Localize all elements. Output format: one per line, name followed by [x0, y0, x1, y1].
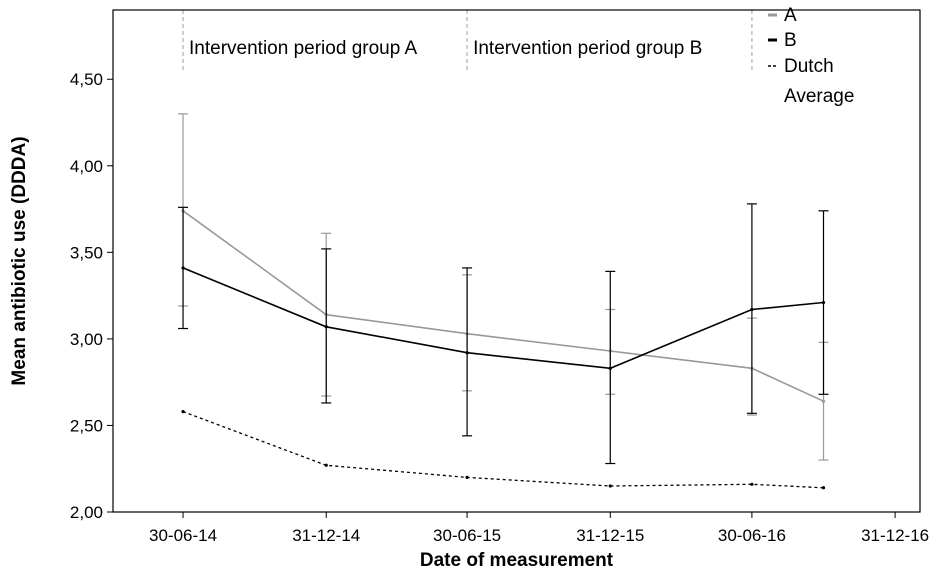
period-label: Intervention period group B: [473, 38, 702, 59]
intervention-periods: Intervention period group A Intervention …: [182, 10, 753, 72]
legend-item: B: [768, 30, 797, 51]
data-point: [608, 366, 612, 370]
data-point: [750, 307, 754, 312]
x-tick-label: 31-12-14: [292, 526, 360, 545]
y-tick-label: 3,00: [70, 330, 103, 349]
data-point: [465, 475, 469, 479]
legend-label: Dutch Average: [784, 56, 854, 107]
series-layer: [178, 113, 829, 490]
series-line: [182, 267, 824, 370]
series-line: [182, 210, 824, 402]
legend-label-line: Dutch: [784, 56, 834, 77]
legend-label: A: [784, 5, 797, 26]
y-tick-label: 2,00: [70, 503, 103, 522]
y-tick-label: 4,50: [70, 70, 103, 89]
y-axis: 2,00 2,50 3,00 3,50 4,00 4,50: [70, 70, 113, 522]
data-point: [750, 482, 754, 486]
x-tick-label: 30-06-14: [149, 526, 217, 545]
legend-item: A: [768, 5, 797, 26]
legend-label-line: A: [784, 5, 797, 26]
y-tick-label: 3,50: [70, 243, 103, 262]
data-point: [821, 399, 826, 403]
data-point: [324, 325, 328, 329]
x-axis-title: Date of measurement: [420, 550, 614, 571]
data-point: [608, 484, 612, 488]
data-point: [324, 463, 328, 467]
series-line: [182, 410, 824, 489]
x-tick-label: 31-12-15: [576, 526, 644, 545]
series: [178, 113, 829, 461]
x-tick-label: 31-12-16: [861, 526, 929, 545]
y-tick-label: 4,00: [70, 157, 103, 176]
legend-label-line: Average: [784, 86, 854, 107]
series: [178, 203, 829, 465]
x-axis: 30-06-14 31-12-14 30-06-15 31-12-15 30-06-16…: [149, 512, 929, 545]
legend-item: Dutch Average: [768, 56, 854, 107]
data-point: [181, 410, 185, 414]
y-tick-label: 2,50: [70, 416, 103, 435]
data-point: [821, 486, 826, 490]
plot-area-frame: [112, 9, 921, 513]
data-point: [821, 300, 826, 305]
x-tick-label: 30-06-15: [433, 526, 501, 545]
legend: AB Dutch Average: [768, 5, 854, 107]
y-axis-title: Mean antibiotic use (DDDA): [9, 136, 30, 385]
x-tick-label: 30-06-16: [718, 526, 786, 545]
data-point: [181, 266, 185, 270]
period-label: Intervention period group A: [189, 38, 417, 59]
legend-label-line: B: [784, 30, 797, 51]
data-point: [465, 351, 469, 355]
series: [181, 410, 826, 490]
legend-label: B: [784, 30, 797, 51]
